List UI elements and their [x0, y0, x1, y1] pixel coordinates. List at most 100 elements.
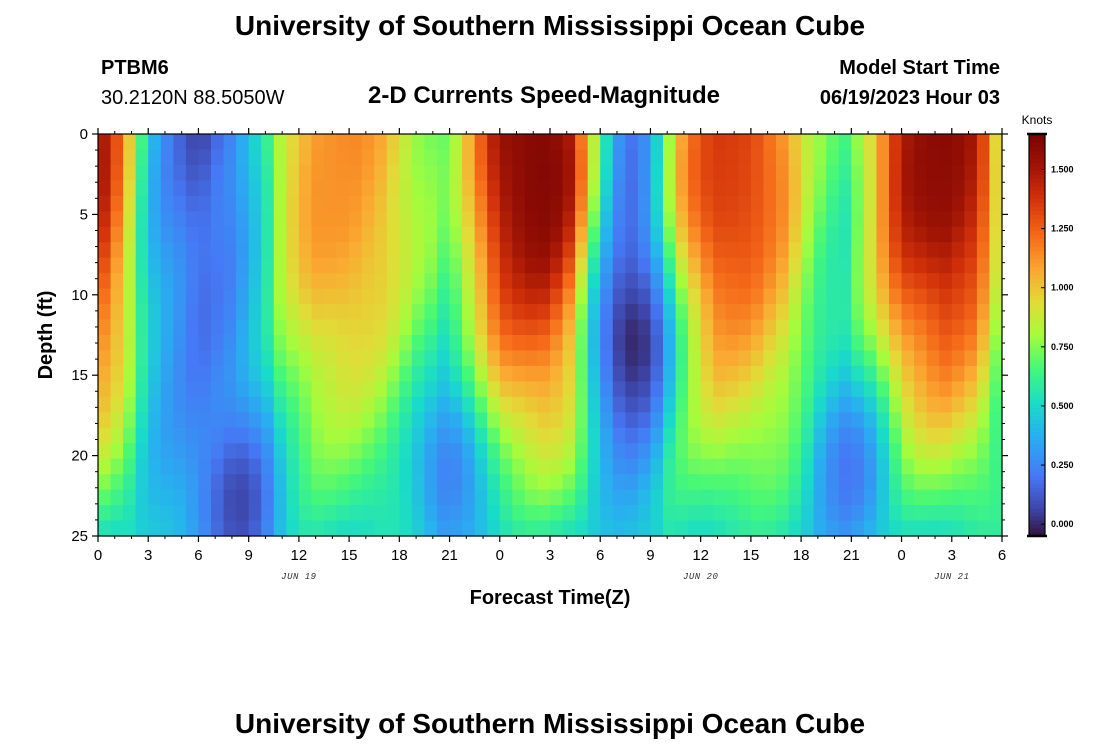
heatmap-cell [776, 288, 790, 305]
heatmap-cell [98, 195, 112, 212]
heatmap-cell [298, 304, 313, 321]
heatmap-cell [813, 396, 827, 413]
heatmap-cell [98, 226, 112, 243]
heatmap-cell [223, 242, 237, 259]
heatmap-cell [311, 396, 325, 413]
heatmap-cell [411, 474, 426, 491]
heatmap-cell [851, 396, 865, 413]
heatmap-cell [914, 474, 928, 491]
heatmap-cell [713, 273, 727, 290]
heatmap-cell [185, 319, 200, 336]
heatmap-cell [713, 288, 727, 305]
heatmap-cell [663, 458, 677, 475]
heatmap-cell [587, 458, 601, 475]
heatmap-cell [160, 427, 174, 444]
colorbar-segment [1029, 278, 1045, 284]
heatmap-cell [688, 505, 702, 522]
heatmap-cell [763, 474, 777, 491]
heatmap-cell [688, 381, 702, 398]
heatmap-cell [550, 164, 564, 181]
heatmap-cell [637, 474, 652, 491]
heatmap-cell [374, 149, 388, 166]
heatmap-cell [876, 304, 890, 321]
heatmap-cell [524, 427, 539, 444]
heatmap-cell [914, 226, 928, 243]
heatmap-cell [449, 288, 463, 305]
heatmap-cell [123, 427, 137, 444]
heatmap-cell [976, 304, 991, 321]
heatmap-cell [776, 412, 790, 429]
heatmap-cell [424, 304, 438, 321]
heatmap-cell [625, 474, 639, 491]
heatmap-cell [587, 474, 601, 491]
heatmap-cell [901, 195, 915, 212]
heatmap-cell [399, 412, 413, 429]
heatmap-cell [512, 474, 526, 491]
heatmap-cell [148, 474, 162, 491]
heatmap-cell [474, 350, 488, 367]
heatmap-cell [863, 304, 878, 321]
heatmap-cell [838, 427, 852, 444]
heatmap-cell [951, 257, 965, 274]
heatmap-cell [173, 304, 187, 321]
heatmap-cell [411, 211, 426, 228]
heatmap-cell [550, 350, 564, 367]
heatmap-cell [123, 134, 137, 151]
heatmap-cell [876, 458, 890, 475]
heatmap-cell [411, 226, 426, 243]
heatmap-cell [324, 273, 338, 290]
heatmap-cell [537, 474, 551, 491]
heatmap-cell [901, 273, 915, 290]
heatmap-cell [236, 396, 250, 413]
heatmap-cell [776, 381, 790, 398]
heatmap-cell [185, 412, 200, 429]
heatmap-cell [826, 474, 840, 491]
heatmap-cell [675, 505, 689, 522]
heatmap-cell [976, 427, 991, 444]
heatmap-cell [386, 350, 400, 367]
heatmap-cell [311, 242, 325, 259]
heatmap-cell [474, 427, 488, 444]
heatmap-cell [675, 180, 689, 197]
heatmap-cell [185, 164, 200, 181]
colorbar-tick-label: 1.250 [1051, 224, 1074, 234]
heatmap-cell [575, 242, 589, 259]
heatmap-cell [424, 164, 438, 181]
heatmap-cell [98, 149, 112, 166]
heatmap-cell [223, 226, 237, 243]
heatmap-cell [663, 381, 677, 398]
heatmap-cell [826, 335, 840, 352]
heatmap-cell [135, 273, 149, 290]
heatmap-cell [361, 195, 375, 212]
heatmap-cell [612, 412, 626, 429]
heatmap-cell [612, 273, 626, 290]
heatmap-cell [248, 350, 262, 367]
heatmap-cell [537, 164, 551, 181]
heatmap-cell [587, 381, 601, 398]
heatmap-cell [876, 180, 890, 197]
heatmap-cell [474, 149, 488, 166]
heatmap-cell [185, 134, 200, 151]
heatmap-cell [562, 474, 576, 491]
heatmap-cell [499, 489, 513, 506]
heatmap-cell [637, 149, 652, 166]
heatmap-cell [236, 211, 250, 228]
heatmap-cell [612, 489, 626, 506]
heatmap-cell [123, 365, 137, 382]
heatmap-cell [499, 180, 513, 197]
heatmap-cell [801, 335, 815, 352]
heatmap-cell [738, 381, 752, 398]
heatmap-cell [914, 149, 928, 166]
heatmap-cell [336, 458, 350, 475]
heatmap-cell [185, 427, 200, 444]
heatmap-cell [550, 273, 564, 290]
heatmap-cell [273, 396, 287, 413]
heatmap-cell [688, 257, 702, 274]
heatmap-cell [750, 211, 765, 228]
colorbar-segment [1029, 150, 1045, 155]
heatmap-cell [512, 195, 526, 212]
heatmap-cell [750, 257, 765, 274]
heatmap-cell [863, 520, 878, 537]
heatmap-cell [700, 242, 714, 259]
heatmap-cell [926, 489, 940, 506]
